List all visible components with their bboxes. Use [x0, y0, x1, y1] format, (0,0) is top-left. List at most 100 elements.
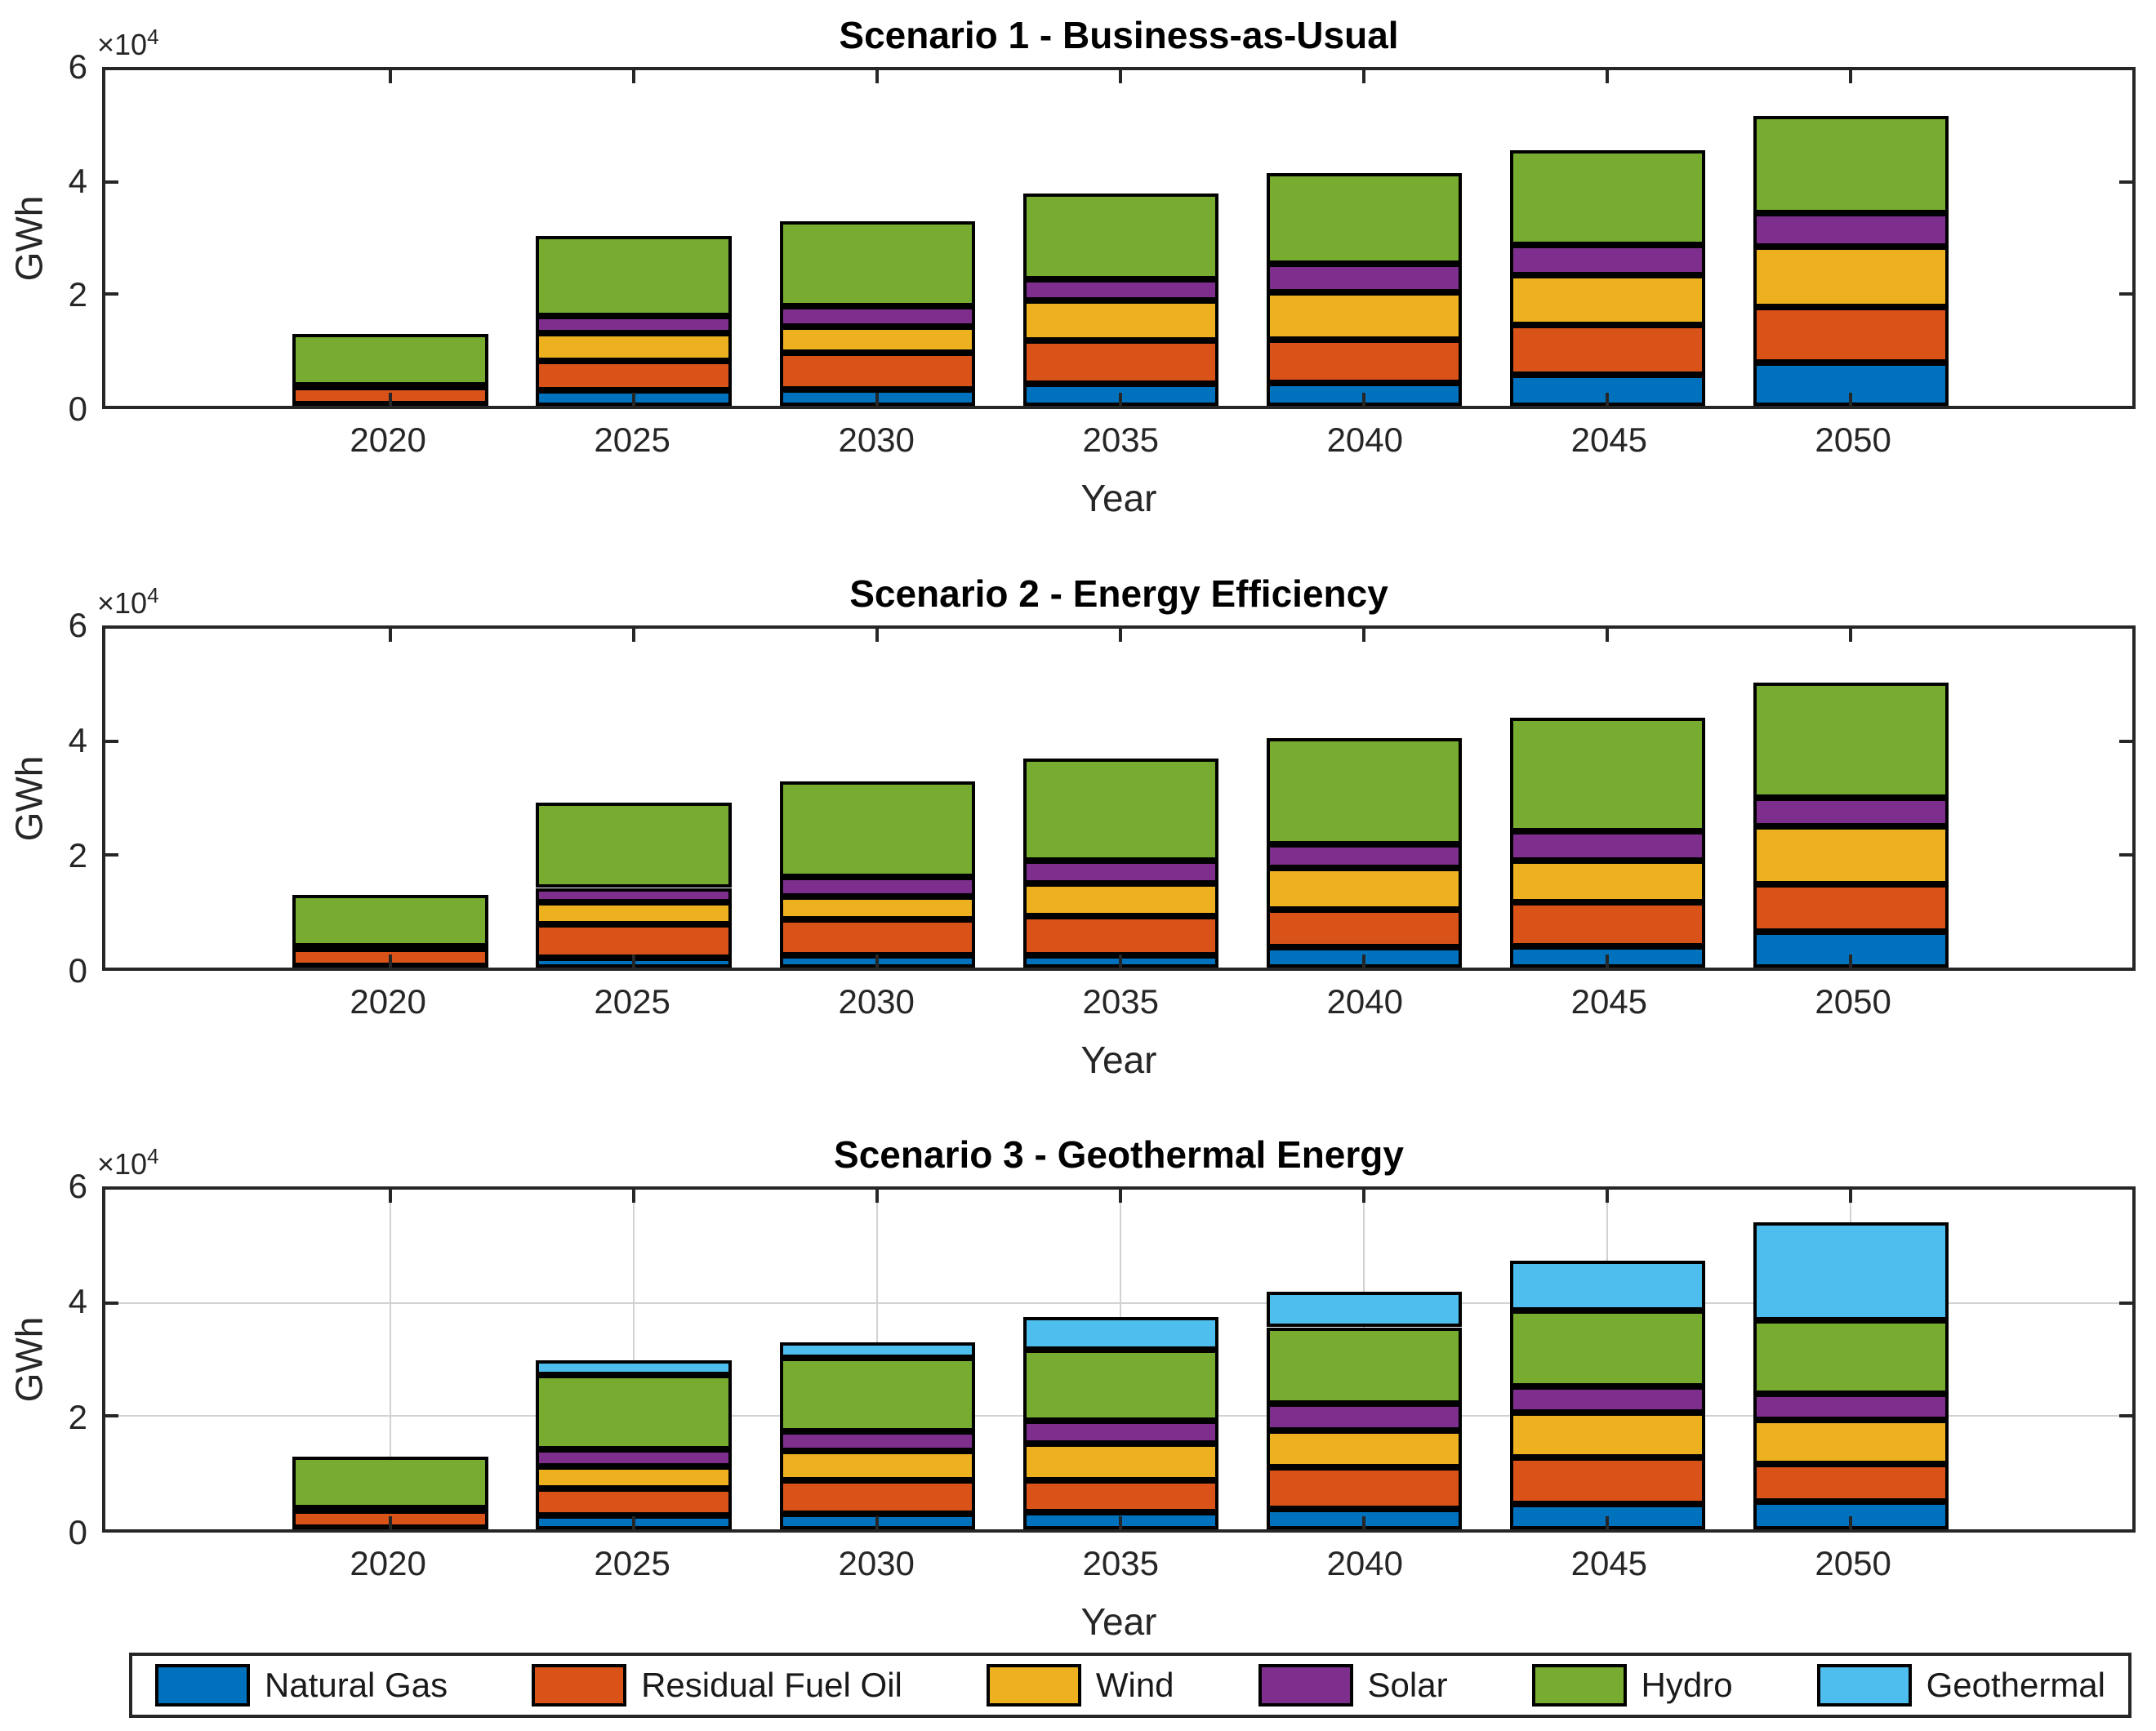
y-tick-label: 6 [68, 1167, 87, 1205]
bar-segment-hydro-2040 [1266, 173, 1462, 265]
bar-segment-residual-fuel-oil-2040 [1266, 909, 1462, 948]
bar-segment-wind-2025 [536, 901, 732, 925]
legend-swatch-natural-gas [155, 1664, 250, 1707]
x-tick-mark [1849, 1190, 1853, 1203]
bar-segment-hydro-2025 [536, 803, 732, 888]
x-tick-mark [632, 70, 636, 83]
x-tick-mark [875, 1190, 880, 1203]
y-tick-mark [105, 1414, 118, 1418]
bar-segment-geothermal-2035 [1022, 1317, 1218, 1350]
legend-item-solar: Solar [1258, 1664, 1448, 1707]
y-tick-label: 4 [68, 720, 87, 759]
y-tick-label: 2 [68, 275, 87, 314]
bar-segment-wind-2035 [1022, 1443, 1218, 1480]
bar-segment-residual-fuel-oil-2035 [1022, 916, 1218, 956]
x-tick-label: 2040 [1326, 982, 1403, 1021]
x-tick-mark [875, 393, 880, 406]
bar-segment-solar-2025 [536, 316, 732, 333]
bar-segment-residual-fuel-oil-2025 [536, 1488, 732, 1516]
y-axis-exponent: ×104 [97, 583, 159, 621]
bar-segment-wind-2045 [1509, 860, 1706, 902]
x-tick-mark [1849, 954, 1853, 968]
x-tick-mark [875, 629, 880, 642]
y-axis-label: GWh [7, 195, 51, 281]
legend-item-geothermal: Geothermal [1816, 1664, 2105, 1707]
bar-segment-geothermal-2040 [1266, 1291, 1462, 1328]
bar-segment-hydro-2045 [1509, 1310, 1706, 1386]
x-tick-mark [1362, 629, 1366, 642]
bar-segment-residual-fuel-oil-2040 [1266, 340, 1462, 383]
legend-label: Residual Fuel Oil [641, 1666, 902, 1704]
legend-swatch-wind [986, 1664, 1081, 1707]
x-tick-mark [1119, 393, 1123, 406]
bar-segment-hydro-2030 [779, 781, 975, 878]
bar-segment-wind-2045 [1509, 274, 1706, 326]
plot-area [102, 625, 2136, 971]
bar-segment-geothermal-2025 [536, 1360, 732, 1376]
bar-2020 [292, 1190, 488, 1529]
x-tick-label: 2020 [350, 421, 426, 459]
bar-segment-hydro-2035 [1022, 1349, 1218, 1421]
x-tick-mark [1849, 1516, 1853, 1529]
bar-segment-hydro-2035 [1022, 759, 1218, 861]
x-tick-mark [1119, 954, 1123, 968]
bar-segment-residual-fuel-oil-2030 [779, 919, 975, 956]
bar-segment-residual-fuel-oil-2035 [1022, 340, 1218, 384]
bar-segment-wind-2035 [1022, 883, 1218, 917]
x-tick-mark [1119, 70, 1123, 83]
bar-segment-hydro-2050 [1753, 683, 1949, 798]
x-tick-mark [1362, 954, 1366, 968]
x-tick-mark [1119, 629, 1123, 642]
bar-segment-hydro-2025 [536, 1375, 732, 1449]
legend-label: Geothermal [1926, 1666, 2105, 1704]
bar-segment-solar-2025 [536, 888, 732, 902]
bar-segment-solar-2030 [779, 1431, 975, 1451]
bar-segment-hydro-2045 [1509, 717, 1706, 831]
x-tick-label: 2025 [594, 982, 670, 1021]
plot-area [102, 1186, 2136, 1533]
y-tick-mark [2119, 1301, 2132, 1305]
bar-segment-hydro-2040 [1266, 737, 1462, 844]
bar-segment-wind-2030 [779, 327, 975, 353]
x-tick-mark [632, 1516, 636, 1529]
x-tick-label: 2050 [1815, 421, 1891, 459]
y-tick-mark [105, 292, 118, 296]
bar-segment-solar-2025 [536, 1448, 732, 1467]
x-tick-label: 2020 [350, 1544, 426, 1582]
legend-item-natural-gas: Natural Gas [155, 1664, 448, 1707]
subplot-title: Scenario 1 - Business-as-Usual [839, 14, 1399, 56]
bar-2025 [536, 70, 732, 406]
bar-segment-solar-2035 [1022, 1420, 1218, 1444]
bar-segment-solar-2050 [1753, 212, 1949, 247]
bar-segment-solar-2040 [1266, 1404, 1462, 1431]
x-tick-mark [1606, 954, 1610, 968]
bar-segment-residual-fuel-oil-2050 [1753, 306, 1949, 363]
bar-segment-wind-2030 [779, 896, 975, 919]
bar-segment-wind-2045 [1509, 1413, 1706, 1457]
x-tick-label: 2045 [1570, 1544, 1648, 1582]
legend-swatch-solar [1258, 1664, 1353, 1707]
bar-segment-solar-2035 [1022, 279, 1218, 301]
x-tick-mark [1119, 1516, 1123, 1529]
bar-segment-residual-fuel-oil-2045 [1509, 325, 1706, 376]
bar-segment-hydro-2020 [292, 334, 488, 385]
legend-label: Natural Gas [265, 1666, 448, 1704]
legend-item-residual-fuel-oil: Residual Fuel Oil [532, 1664, 902, 1707]
y-tick-mark [2119, 852, 2132, 857]
x-axis-label: Year [1080, 1039, 1157, 1081]
bar-2030 [779, 629, 975, 968]
bar-segment-wind-2030 [779, 1450, 975, 1481]
y-axis-exponent: ×104 [97, 1144, 159, 1181]
bar-2040 [1266, 629, 1462, 968]
legend-item-wind: Wind [986, 1664, 1174, 1707]
x-tick-mark [388, 1516, 392, 1529]
bar-2050 [1753, 70, 1949, 406]
bar-segment-solar-2035 [1022, 860, 1218, 883]
x-tick-mark [1606, 1516, 1610, 1529]
bar-2050 [1753, 1190, 1949, 1529]
bar-segment-wind-2040 [1266, 867, 1462, 910]
bar-segment-solar-2050 [1753, 1394, 1949, 1420]
x-tick-label: 2020 [350, 982, 426, 1021]
legend-swatch-hydro [1531, 1664, 1627, 1707]
x-tick-mark [1362, 1516, 1366, 1529]
